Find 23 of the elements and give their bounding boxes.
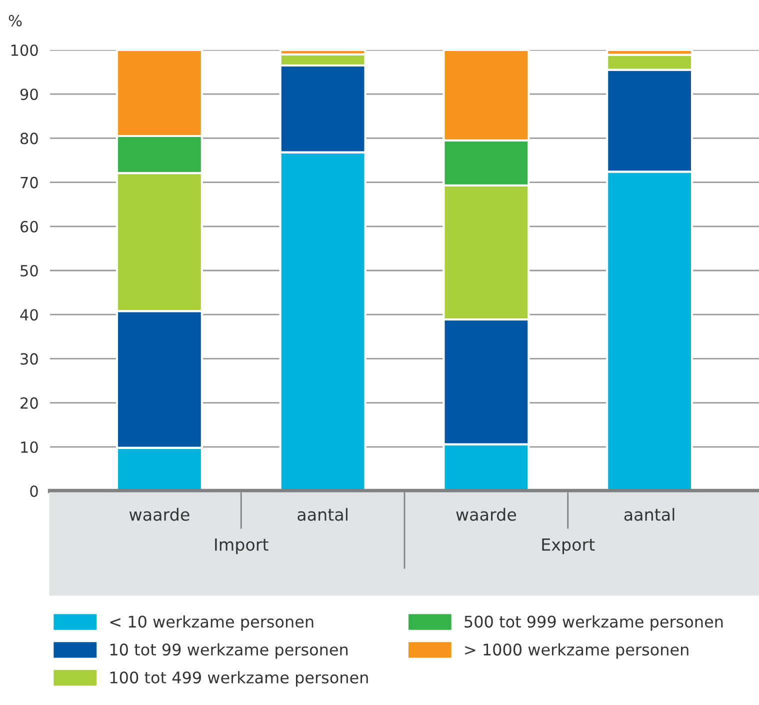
legend-label: 500 tot 999 werkzame personen: [464, 615, 723, 631]
legend-label: 10 tot 99 werkzame personen: [110, 643, 348, 659]
legend-label: > 1000 werkzame personen: [465, 643, 688, 659]
y-tick-label: 60: [20, 220, 38, 232]
y-tick-label: 100: [11, 44, 38, 56]
y-tick-label: 30: [20, 353, 38, 365]
x-tick-label: waarde: [129, 508, 190, 521]
text: Import: [215, 538, 268, 554]
x-tick-label: aantal: [298, 508, 348, 521]
y-tick-label: 80: [20, 132, 38, 144]
text: Export: [542, 538, 595, 554]
y-tick-label: 40: [20, 309, 38, 321]
y-axis-title: %: [8, 14, 22, 26]
y-tick-label: 70: [20, 176, 38, 188]
y-tick-label: 10: [21, 441, 38, 453]
legend-label: < 10 werkzame personen: [110, 615, 314, 631]
legend-label: 100 tot 499 werkzame personen: [110, 671, 368, 687]
y-tick-label: 50: [20, 264, 38, 277]
y-tick-label: 20: [20, 397, 38, 409]
x-tick-label: aantal: [624, 508, 674, 521]
y-tick-label: 90: [20, 88, 38, 100]
x-tick-label: waarde: [456, 508, 516, 521]
y-tick-label: 0: [30, 485, 38, 498]
